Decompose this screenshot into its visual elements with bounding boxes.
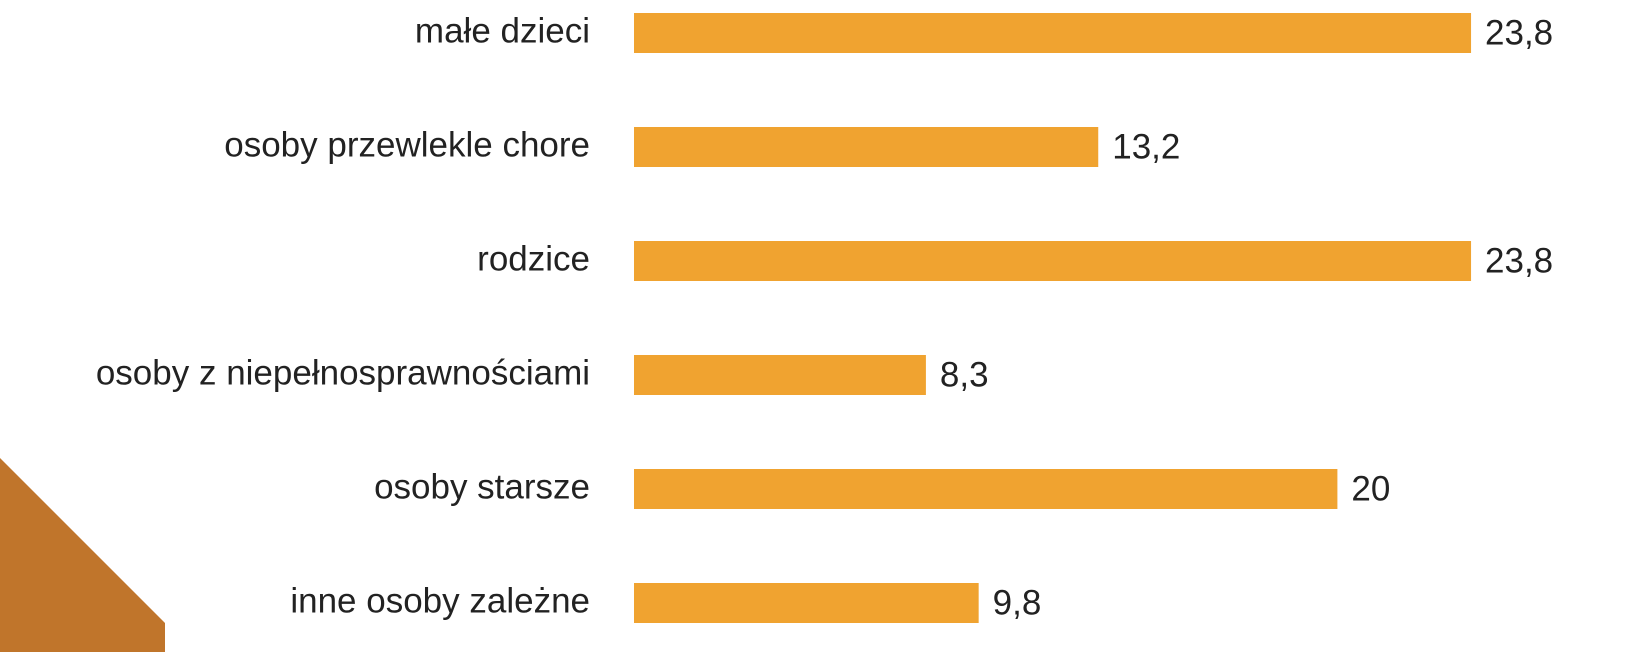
bar bbox=[634, 469, 1338, 509]
value-label: 23,8 bbox=[1485, 241, 1553, 280]
bar bbox=[634, 583, 979, 623]
value-label: 20 bbox=[1351, 469, 1390, 508]
decoration-triangle bbox=[0, 458, 165, 652]
category-label: osoby z niepełnosprawnościami bbox=[96, 353, 590, 392]
value-label: 9,8 bbox=[993, 583, 1042, 622]
value-label: 23,8 bbox=[1485, 13, 1553, 52]
bar bbox=[634, 13, 1472, 53]
value-label: 13,2 bbox=[1112, 127, 1180, 166]
bar bbox=[634, 355, 926, 395]
category-label: rodzice bbox=[477, 239, 590, 278]
category-label: inne osoby zależne bbox=[290, 581, 590, 620]
bar bbox=[634, 241, 1472, 281]
category-label: osoby starsze bbox=[374, 467, 590, 506]
category-label: osoby przewlekle chore bbox=[224, 125, 590, 164]
bar bbox=[634, 127, 1099, 167]
value-label: 8,3 bbox=[940, 355, 989, 394]
category-label: małe dzieci bbox=[415, 11, 590, 50]
